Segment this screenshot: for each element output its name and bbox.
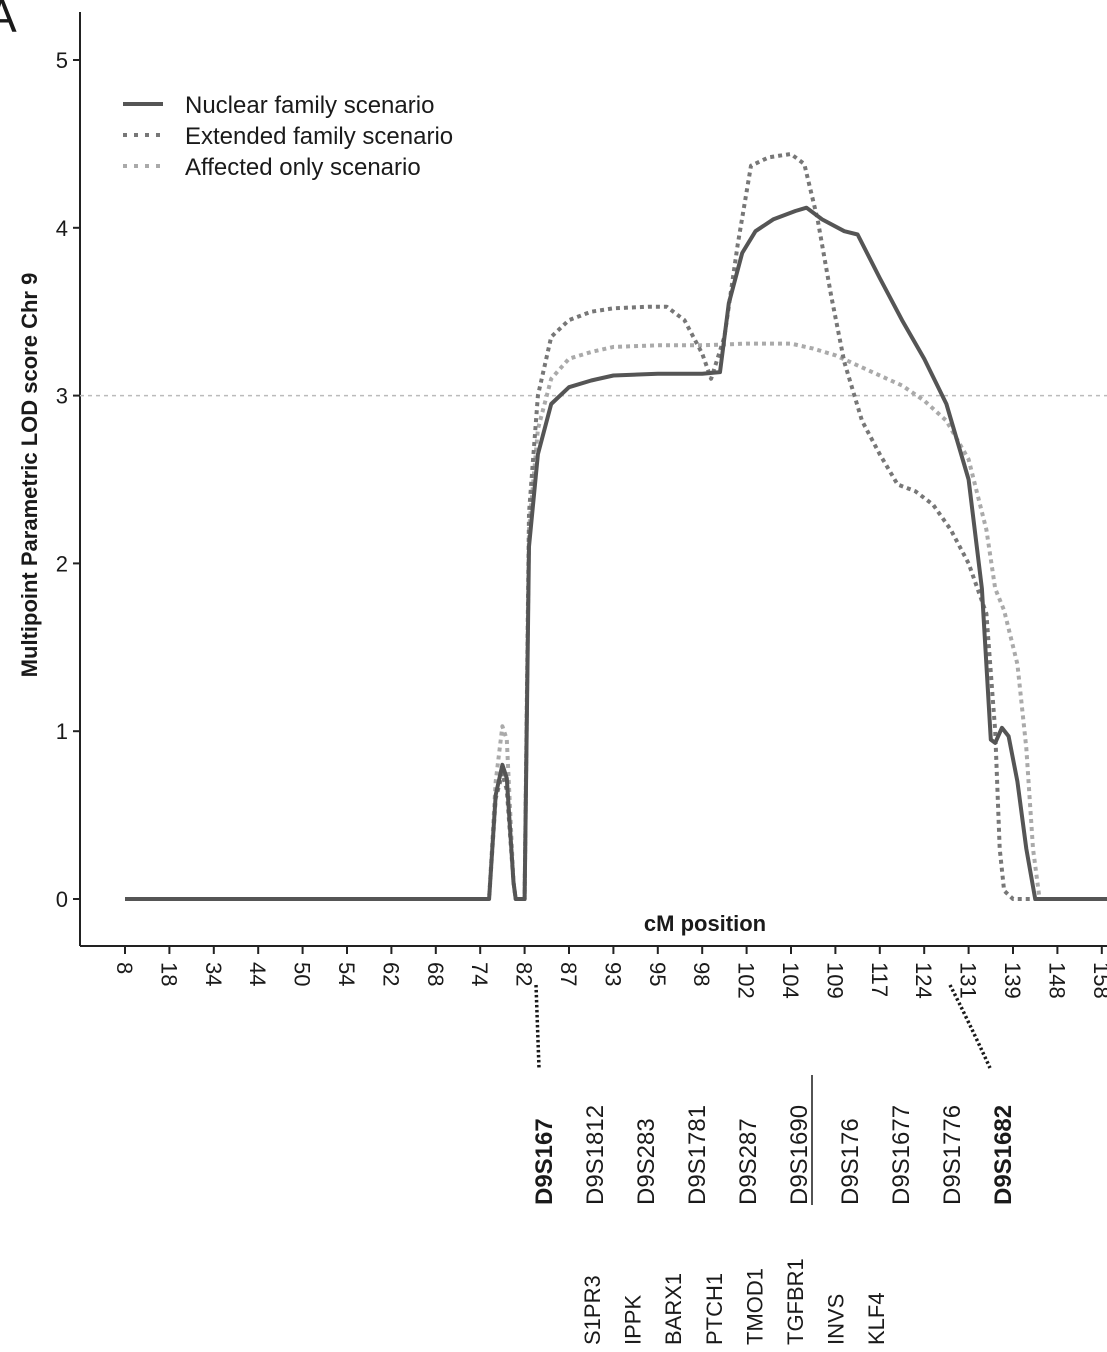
legend-label: Extended family scenario	[185, 123, 453, 150]
chart-legend: Nuclear family scenario Extended family s…	[123, 92, 453, 181]
x-tick-label: 117	[867, 962, 892, 997]
marker-connector	[948, 984, 992, 1069]
x-tick-label: 102	[734, 962, 759, 999]
marker-label: D9S283	[633, 1118, 660, 1205]
y-tick-label: 5	[56, 48, 68, 73]
marker-label: D9S1677	[888, 1105, 915, 1205]
legend-label: Affected only scenario	[185, 154, 421, 181]
gene-label: BARX1	[661, 1273, 686, 1345]
gene-label: TGFBR1	[783, 1258, 808, 1345]
x-tick-label: 148	[1044, 962, 1069, 999]
x-tick-label: 18	[156, 962, 181, 986]
marker-label: D9S1812	[582, 1105, 609, 1205]
x-tick-label: 158	[1089, 962, 1107, 999]
gene-label: TMOD1	[742, 1268, 767, 1345]
panel-label: A	[0, 0, 17, 42]
marker-label: D9S1690	[786, 1105, 813, 1205]
marker-label: D9S1781	[684, 1105, 711, 1205]
x-tick-label: 50	[290, 962, 315, 986]
gene-label: S1PR3	[580, 1275, 605, 1345]
x-tick-label: 34	[201, 962, 226, 986]
gene-label: KLF4	[864, 1292, 889, 1345]
x-axis-ticks: 8 18 34 44 50 54 62 68 74 82 87 93 95 98 102 104 109 117 1…	[112, 946, 1107, 999]
x-tick-label: 131	[956, 962, 981, 999]
x-tick-label: 93	[600, 962, 625, 986]
marker-label: D9S1682	[990, 1105, 1017, 1205]
x-tick-label: 87	[556, 962, 581, 986]
gene-label: PTCH1	[702, 1273, 727, 1345]
marker-label: D9S1776	[939, 1105, 966, 1205]
x-tick-label: 54	[334, 962, 359, 986]
x-tick-label: 104	[778, 962, 803, 999]
chart-axes	[79, 12, 1107, 947]
gene-label: INVS	[824, 1294, 849, 1345]
x-tick-label: 44	[245, 962, 270, 986]
x-tick-label: 139	[1000, 962, 1025, 999]
y-tick-label: 1	[56, 719, 68, 744]
x-tick-label: 109	[822, 962, 847, 999]
chart-series	[125, 152, 1107, 901]
affected-only-line	[125, 341, 1107, 901]
y-tick-label: 0	[56, 887, 68, 912]
x-axis-title: cM position	[644, 911, 766, 936]
marker-connector	[534, 984, 541, 1069]
marker-label: D9S167	[531, 1118, 558, 1205]
x-tick-label: 8	[112, 962, 137, 974]
x-tick-label: 74	[467, 962, 492, 986]
x-tick-label: 82	[512, 962, 537, 986]
legend-label: Nuclear family scenario	[185, 92, 434, 119]
y-axis-title: Multipoint Parametric LOD score Chr 9	[17, 273, 42, 678]
x-tick-label: 68	[423, 962, 448, 986]
x-tick-label: 95	[645, 962, 670, 986]
nuclear-family-line	[125, 205, 1107, 901]
x-tick-label: 98	[689, 962, 714, 986]
x-tick-label: 62	[378, 962, 403, 986]
y-axis-ticks: 0 1 2 3 4 5	[56, 48, 80, 912]
y-tick-label: 4	[56, 216, 68, 241]
marker-labels: D9S167 D9S1812 D9S283 D9S1781 D9S287 D9S1690 D…	[531, 984, 1017, 1205]
y-tick-label: 3	[56, 384, 68, 409]
marker-label: D9S176	[837, 1118, 864, 1205]
marker-label: D9S287	[735, 1118, 762, 1205]
y-tick-label: 2	[56, 551, 68, 576]
gene-labels: S1PR3 IPPK BARX1 PTCH1 TMOD1 TGFBR1 INVS KLF4	[580, 1258, 889, 1345]
gene-label: IPPK	[621, 1295, 646, 1345]
extended-family-line	[125, 152, 1107, 901]
x-tick-label: 124	[911, 962, 936, 999]
